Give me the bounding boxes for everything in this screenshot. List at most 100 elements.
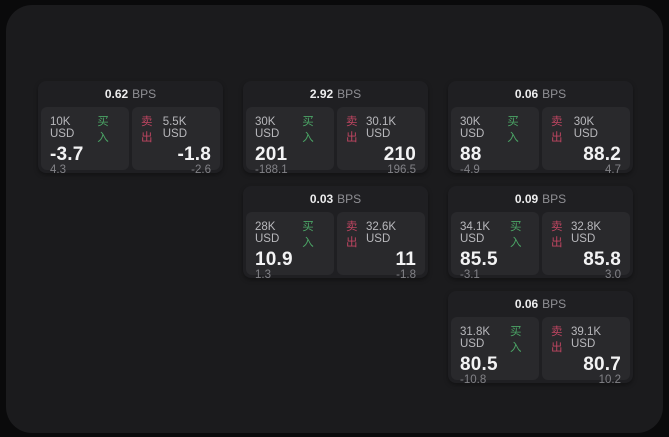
bps-unit-label: BPS bbox=[132, 87, 157, 101]
sell-price: 85.8 bbox=[583, 249, 621, 270]
buy-top-row: 28K USD 买入 bbox=[255, 218, 325, 250]
buy-amount: 30K USD bbox=[460, 116, 485, 140]
buy-quote-panel[interactable]: 30K USD 买入 88 -4.9 bbox=[451, 107, 539, 176]
quote-body: 10K USD 买入 -3.7 4.3 卖出 5.5K USD -1.8 -2.6 bbox=[41, 107, 220, 176]
buy-delta: -3.1 bbox=[460, 269, 480, 281]
sell-amount: 5.5K USD bbox=[162, 116, 187, 140]
sell-amount: 39.1K USD bbox=[571, 326, 602, 350]
sell-side-label: 卖出 bbox=[346, 221, 358, 249]
buy-delta: -188.1 bbox=[255, 164, 288, 176]
sell-delta: -1.8 bbox=[396, 269, 416, 281]
sell-quote-panel[interactable]: 卖出 39.1K USD 80.7 10.2 bbox=[542, 317, 630, 386]
bps-header: 2.92 BPS bbox=[246, 81, 425, 107]
sell-price: 88.2 bbox=[583, 144, 621, 165]
buy-price: 88 bbox=[460, 144, 482, 165]
quote-body: 28K USD 买入 10.9 1.3 卖出 32.6K USD 11 -1.8 bbox=[246, 212, 425, 281]
quote-body: 30K USD 买入 201 -188.1 卖出 30.1K USD 210 196.5 bbox=[246, 107, 425, 176]
buy-delta: 1.3 bbox=[255, 269, 271, 281]
buy-quote-panel[interactable]: 34.1K USD 买入 85.5 -3.1 bbox=[451, 212, 539, 281]
buy-delta: -10.8 bbox=[460, 374, 487, 386]
bps-header: 0.03 BPS bbox=[246, 186, 425, 212]
bps-value: 0.09 bbox=[514, 192, 539, 206]
sell-side-label: 卖出 bbox=[551, 221, 563, 249]
quote-body: 30K USD 买入 88 -4.9 卖出 30K USD 88.2 4.7 bbox=[451, 107, 630, 176]
bps-value: 0.06 bbox=[514, 87, 539, 101]
sell-side-label: 卖出 bbox=[551, 116, 563, 144]
bps-unit-label: BPS bbox=[542, 192, 567, 206]
sell-delta: 4.7 bbox=[605, 164, 621, 176]
bps-unit-label: BPS bbox=[542, 297, 567, 311]
sell-delta: 3.0 bbox=[605, 269, 621, 281]
sell-price: -1.8 bbox=[177, 144, 211, 165]
sell-quote-panel[interactable]: 卖出 30.1K USD 210 196.5 bbox=[337, 107, 425, 176]
bps-header: 0.06 BPS bbox=[451, 291, 630, 317]
quote-body: 31.8K USD 买入 80.5 -10.8 卖出 39.1K USD 80.7 10.2 bbox=[451, 317, 630, 386]
sell-side-label: 卖出 bbox=[551, 326, 563, 354]
sell-delta: 10.2 bbox=[598, 374, 621, 386]
buy-side-label: 买入 bbox=[302, 116, 314, 144]
main-panel: 0.62 BPS 10K USD 买入 -3.7 4.3 卖出 5.5K USD -1.8 -2.… bbox=[6, 5, 663, 433]
sell-quote-panel[interactable]: 卖出 32.6K USD 11 -1.8 bbox=[337, 212, 425, 281]
sell-side-label: 卖出 bbox=[346, 116, 358, 144]
buy-quote-panel[interactable]: 28K USD 买入 10.9 1.3 bbox=[246, 212, 334, 281]
sell-amount: 32.6K USD bbox=[366, 221, 397, 245]
sell-side-label: 卖出 bbox=[141, 116, 153, 144]
sell-delta: -2.6 bbox=[191, 164, 211, 176]
sell-price: 80.7 bbox=[583, 354, 621, 375]
buy-amount: 10K USD bbox=[50, 116, 75, 140]
buy-side-label: 买入 bbox=[510, 326, 522, 354]
buy-top-row: 30K USD 买入 bbox=[460, 113, 530, 145]
buy-price: 10.9 bbox=[255, 249, 293, 270]
bps-unit-label: BPS bbox=[337, 87, 362, 101]
buy-amount: 31.8K USD bbox=[460, 326, 491, 350]
sell-top-row: 卖出 32.8K USD bbox=[551, 218, 621, 250]
bps-header: 0.06 BPS bbox=[451, 81, 630, 107]
sell-quote-panel[interactable]: 卖出 30K USD 88.2 4.7 bbox=[542, 107, 630, 176]
buy-price: -3.7 bbox=[50, 144, 84, 165]
buy-price: 80.5 bbox=[460, 354, 498, 375]
buy-delta: -4.9 bbox=[460, 164, 480, 176]
bps-header: 0.62 BPS bbox=[41, 81, 220, 107]
sell-top-row: 卖出 5.5K USD bbox=[141, 113, 211, 145]
sell-top-row: 卖出 32.6K USD bbox=[346, 218, 416, 250]
quote-card: 0.09 BPS 34.1K USD 买入 85.5 -3.1 卖出 32.8K USD 85.… bbox=[448, 186, 633, 281]
bps-header: 0.09 BPS bbox=[451, 186, 630, 212]
quote-card: 0.62 BPS 10K USD 买入 -3.7 4.3 卖出 5.5K USD -1.8 -2.… bbox=[38, 81, 223, 176]
sell-price: 11 bbox=[395, 249, 416, 270]
quote-card: 2.92 BPS 30K USD 买入 201 -188.1 卖出 30.1K USD 210 1… bbox=[243, 81, 428, 176]
buy-amount: 30K USD bbox=[255, 116, 280, 140]
buy-quote-panel[interactable]: 31.8K USD 买入 80.5 -10.8 bbox=[451, 317, 539, 386]
quote-card: 0.03 BPS 28K USD 买入 10.9 1.3 卖出 32.6K USD 11 -1.8 bbox=[243, 186, 428, 281]
bps-value: 2.92 bbox=[309, 87, 334, 101]
buy-top-row: 30K USD 买入 bbox=[255, 113, 325, 145]
bps-unit-label: BPS bbox=[542, 87, 567, 101]
sell-delta: 196.5 bbox=[387, 164, 416, 176]
bps-value: 0.06 bbox=[514, 297, 539, 311]
buy-side-label: 买入 bbox=[302, 221, 314, 249]
bps-value: 0.62 bbox=[104, 87, 129, 101]
sell-amount: 30.1K USD bbox=[366, 116, 397, 140]
buy-side-label: 买入 bbox=[97, 116, 109, 144]
bps-unit-label: BPS bbox=[337, 192, 362, 206]
quote-card: 0.06 BPS 31.8K USD 买入 80.5 -10.8 卖出 39.1K USD 80… bbox=[448, 291, 633, 386]
buy-quote-panel[interactable]: 30K USD 买入 201 -188.1 bbox=[246, 107, 334, 176]
quote-body: 34.1K USD 买入 85.5 -3.1 卖出 32.8K USD 85.8 3.0 bbox=[451, 212, 630, 281]
bps-value: 0.03 bbox=[309, 192, 334, 206]
buy-top-row: 10K USD 买入 bbox=[50, 113, 120, 145]
buy-top-row: 34.1K USD 买入 bbox=[460, 218, 530, 250]
sell-quote-panel[interactable]: 卖出 5.5K USD -1.8 -2.6 bbox=[132, 107, 220, 176]
sell-quote-panel[interactable]: 卖出 32.8K USD 85.8 3.0 bbox=[542, 212, 630, 281]
buy-top-row: 31.8K USD 买入 bbox=[460, 323, 530, 355]
buy-amount: 28K USD bbox=[255, 221, 280, 245]
sell-top-row: 卖出 39.1K USD bbox=[551, 323, 621, 355]
buy-side-label: 买入 bbox=[507, 116, 519, 144]
buy-price: 85.5 bbox=[460, 249, 498, 270]
cards-grid: 0.62 BPS 10K USD 买入 -3.7 4.3 卖出 5.5K USD -1.8 -2.… bbox=[38, 81, 633, 386]
buy-quote-panel[interactable]: 10K USD 买入 -3.7 4.3 bbox=[41, 107, 129, 176]
buy-side-label: 买入 bbox=[510, 221, 522, 249]
quote-card: 0.06 BPS 30K USD 买入 88 -4.9 卖出 30K USD 88.2 4.7 bbox=[448, 81, 633, 176]
sell-top-row: 卖出 30K USD bbox=[551, 113, 621, 145]
sell-amount: 30K USD bbox=[573, 116, 598, 140]
sell-price: 210 bbox=[383, 144, 416, 165]
buy-amount: 34.1K USD bbox=[460, 221, 491, 245]
